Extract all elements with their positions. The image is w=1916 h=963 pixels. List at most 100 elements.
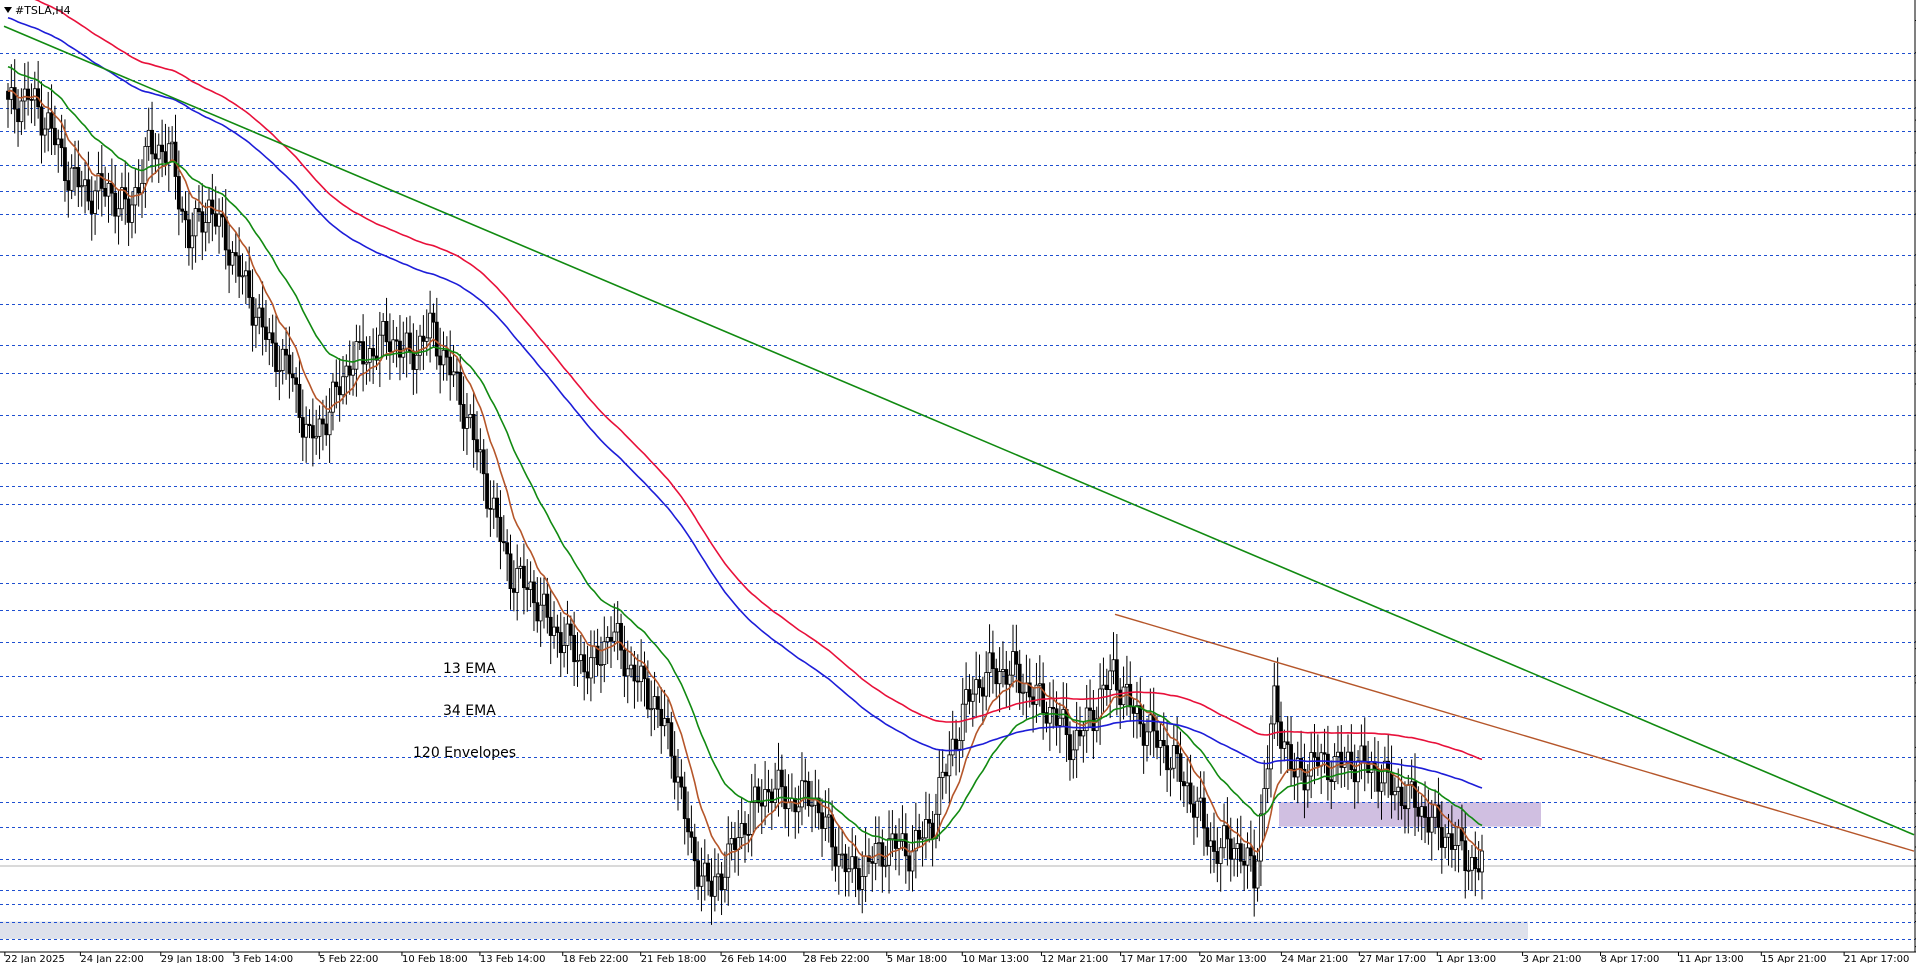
candle-body — [1205, 827, 1210, 847]
candle-body — [1145, 731, 1149, 746]
candle-body — [528, 581, 533, 590]
candle-body — [73, 167, 77, 169]
candle-body — [59, 138, 64, 149]
candle-body — [468, 413, 473, 419]
candle-body — [465, 417, 469, 429]
candle-body — [434, 321, 439, 357]
candle-body — [421, 335, 426, 342]
candle-body — [920, 837, 925, 840]
candle-body — [79, 185, 84, 188]
candle-body — [867, 855, 871, 862]
candle-body — [836, 854, 841, 867]
candle-body — [1192, 803, 1196, 818]
candle-body — [1389, 771, 1394, 796]
candle-body — [599, 664, 603, 666]
candle-body — [398, 340, 402, 358]
candle-body — [1262, 788, 1267, 815]
candle-body — [186, 219, 191, 249]
candle-body — [903, 833, 908, 857]
candle-body — [351, 368, 355, 376]
candle-body — [1071, 749, 1076, 761]
candle-body — [1041, 683, 1046, 714]
candle-body — [1161, 740, 1166, 747]
ema-13-line — [7, 89, 1483, 859]
time-tick-label: 5 Feb 22:00 — [319, 954, 378, 963]
candle-body — [1419, 806, 1424, 817]
candle-body — [964, 689, 968, 705]
candle-body — [629, 664, 633, 670]
candle-body — [548, 616, 553, 636]
candle-body — [883, 864, 888, 867]
candle-body — [1225, 825, 1230, 840]
candle-body — [495, 497, 500, 518]
symbol-menu-icon[interactable] — [4, 7, 12, 13]
candle-body — [488, 507, 493, 510]
candle-body — [153, 153, 158, 160]
candle-body — [1027, 682, 1032, 698]
candle-body — [652, 696, 657, 710]
candle-body — [1188, 782, 1193, 805]
candle-body — [347, 365, 352, 376]
candle-body — [913, 829, 918, 852]
candle-body — [970, 693, 975, 702]
candle-body — [250, 297, 255, 326]
candle-body — [696, 860, 700, 887]
candle-body — [203, 222, 208, 233]
candle-body — [297, 383, 302, 418]
candle-body — [1346, 751, 1350, 763]
candle-body — [371, 348, 376, 357]
time-tick-label: 15 Apr 21:00 — [1761, 954, 1826, 963]
candle-body — [840, 853, 845, 856]
candle-body — [93, 190, 97, 214]
candle-body — [669, 722, 674, 757]
candle-body — [1426, 817, 1431, 833]
candle-body — [16, 108, 20, 123]
candle-body — [729, 838, 734, 845]
candle-body — [314, 435, 319, 439]
candle-body — [578, 654, 583, 661]
candle-body — [679, 776, 684, 788]
candle-body — [481, 449, 486, 475]
time-tick-label: 27 Mar 17:00 — [1359, 954, 1426, 963]
candle-body — [1195, 800, 1200, 818]
candle-body — [977, 679, 982, 689]
candle-body — [227, 249, 232, 266]
indicator-legend: 13 EMA 34 EMA 120 Envelopes — [413, 661, 516, 761]
candle-body — [709, 880, 714, 897]
candle-body — [615, 622, 620, 633]
candle-body — [776, 769, 781, 790]
candle-body — [1396, 786, 1401, 792]
time-tick-label: 13 Feb 14:00 — [480, 954, 546, 963]
candle-body — [1235, 843, 1240, 849]
support-zone — [0, 921, 1528, 939]
candle-body — [585, 671, 590, 679]
candle-body — [1011, 651, 1015, 676]
candle-body — [1068, 734, 1072, 761]
candle-body — [602, 641, 607, 665]
candle-body — [1309, 752, 1314, 777]
candle-body — [542, 593, 546, 606]
candle-body — [49, 112, 54, 129]
candle-body — [126, 198, 131, 223]
candle-body — [1131, 706, 1136, 714]
candle-body — [361, 341, 366, 365]
candle-body — [937, 777, 942, 815]
candle-body — [1456, 827, 1461, 846]
candle-body — [1054, 708, 1059, 726]
candle-body — [666, 718, 670, 724]
candle-body — [1386, 760, 1391, 773]
candle-body — [441, 349, 446, 366]
time-tick-label: 1 Apr 13:00 — [1437, 954, 1496, 963]
candle-body — [532, 581, 536, 604]
candle-body — [103, 187, 108, 197]
candle-body — [726, 843, 731, 878]
candle-body — [575, 660, 580, 663]
candle-body — [565, 623, 570, 646]
candle-body — [1446, 833, 1451, 838]
candle-body — [944, 771, 948, 777]
candle-body — [1228, 838, 1233, 860]
candle-body — [217, 213, 221, 227]
candle-body — [816, 797, 821, 814]
candle-body — [1403, 805, 1407, 810]
